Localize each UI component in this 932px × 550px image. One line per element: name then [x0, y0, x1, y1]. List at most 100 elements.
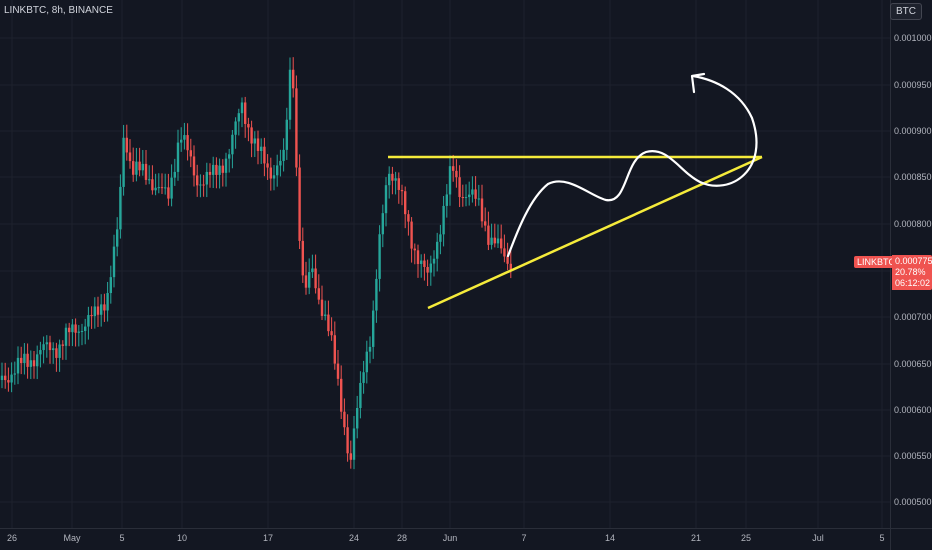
time-axis-label: 5: [119, 533, 125, 543]
time-axis-separator: [0, 528, 932, 529]
currency-badge[interactable]: BTC: [890, 3, 922, 20]
candle-body: [71, 324, 74, 333]
candle-body: [119, 186, 122, 230]
candle-body: [148, 179, 151, 181]
time-axis-label: 24: [348, 533, 360, 543]
candle-body: [256, 138, 260, 151]
candle-body: [80, 330, 84, 332]
candle-body: [125, 137, 128, 153]
price-axis-label: 0.000900: [894, 126, 932, 136]
candle-body: [247, 123, 250, 128]
candle-body: [103, 304, 106, 311]
last-price-change: 20.78%: [895, 267, 926, 277]
candle-body: [487, 225, 490, 245]
candle-body: [503, 248, 506, 257]
time-axis-label: Jul: [812, 533, 824, 543]
price-axis-label: 0.001000: [894, 33, 932, 43]
candle-body: [452, 166, 455, 171]
candle-body: [205, 171, 208, 185]
candle-body: [109, 277, 112, 294]
candle-body: [244, 102, 247, 124]
candle-body: [122, 137, 125, 187]
candle-body: [167, 187, 170, 199]
candle-body: [308, 272, 311, 288]
time-axis-label: 7: [521, 533, 527, 543]
projection-drawing[interactable]: [506, 74, 758, 258]
candle-body: [362, 372, 365, 383]
candle-body: [144, 163, 148, 180]
candle-body: [474, 189, 477, 199]
time-axis-label: 25: [740, 533, 752, 543]
candle-body: [429, 263, 432, 273]
candle-body: [468, 194, 471, 198]
candle-body: [100, 304, 103, 315]
candle-body: [359, 382, 362, 409]
candle-body: [285, 119, 288, 150]
candle-body: [32, 360, 36, 367]
candle-body: [340, 378, 343, 412]
candle-body: [372, 310, 375, 347]
price-axis-label: 0.000800: [894, 219, 932, 229]
time-axis-label: 26: [6, 533, 18, 543]
candle-body: [304, 275, 308, 288]
candle-body: [279, 160, 282, 166]
candle-body: [77, 331, 80, 333]
candle-body: [458, 177, 461, 198]
candle-body: [352, 428, 356, 460]
candle-body: [199, 184, 202, 186]
candle-body: [215, 164, 218, 175]
candle-body: [432, 258, 436, 264]
candle-body: [400, 189, 404, 192]
candle-body: [231, 134, 234, 155]
price-axis-label: 0.000600: [894, 405, 932, 415]
candle-body: [356, 408, 359, 429]
candle-body: [282, 149, 285, 161]
candlestick-series: [0, 57, 512, 470]
candle-body: [221, 165, 224, 173]
candle-body: [45, 342, 48, 345]
candle-body: [442, 205, 445, 235]
candle-body: [10, 374, 13, 383]
candle-body: [189, 150, 192, 157]
candle-body: [52, 348, 55, 351]
candle-body: [320, 299, 324, 316]
candle-body: [157, 187, 160, 189]
candle-body: [151, 179, 154, 191]
candle-body: [93, 306, 96, 317]
symbol-title[interactable]: LINKBTC, 8h, BINANCE: [4, 5, 113, 16]
candle-body: [413, 248, 416, 251]
candle-body: [68, 327, 71, 333]
candle-body: [212, 164, 215, 175]
candle-body: [173, 171, 176, 178]
candle-body: [426, 266, 429, 273]
candle-body: [336, 363, 340, 379]
candle-body: [384, 185, 388, 214]
candle-body: [202, 184, 205, 186]
candle-body: [461, 197, 464, 199]
candle-body: [381, 213, 384, 235]
candle-body: [224, 158, 228, 173]
candle-body: [192, 156, 196, 176]
time-axis-label: 10: [176, 533, 188, 543]
candle-body: [448, 166, 452, 195]
candle-body: [346, 427, 349, 454]
candle-body: [410, 221, 413, 249]
time-axis-label: 21: [690, 533, 702, 543]
candle-body: [330, 331, 333, 336]
candle-body: [509, 263, 512, 272]
candle-body: [365, 351, 368, 373]
support-trendline[interactable]: [427, 155, 763, 310]
candle-body: [16, 357, 20, 374]
candle-body: [96, 306, 100, 315]
candle-body: [493, 237, 496, 244]
candle-body: [23, 353, 26, 364]
candle-body: [116, 229, 119, 247]
projection-arrowhead: [690, 72, 706, 94]
candle-body: [484, 221, 487, 226]
bar-countdown: 06:12:02: [895, 278, 931, 288]
candle-body: [391, 173, 394, 181]
candle-body: [439, 234, 442, 242]
candle-body: [311, 268, 314, 273]
candle-body: [250, 127, 253, 144]
